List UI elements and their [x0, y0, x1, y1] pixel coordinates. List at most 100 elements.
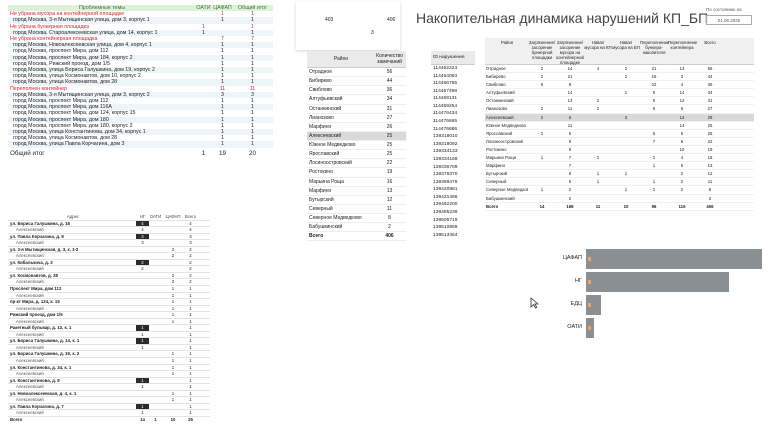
bar-label: ЕДЦ [570, 301, 582, 307]
district-row[interactable]: Останкинский 31 [307, 105, 406, 114]
violation-id-item[interactable]: 139513454 [433, 232, 458, 238]
date-filter[interactable]: По состоянию на 01.06.2025 [706, 7, 752, 25]
detail-value: 5 [652, 130, 656, 136]
cell-value: ул. Новоалексеевская, д. 4, к. 1 [10, 390, 77, 396]
detail-row[interactable]: Северное Медведково 1 2 1 2 2 8 [485, 186, 754, 195]
detail-row[interactable]: Алтуфьевский 14 1 5 14 34 [485, 89, 754, 98]
problem-cafap: 1 [221, 141, 224, 148]
violation-id-item[interactable]: 139318010 [433, 134, 458, 140]
violation-id-item[interactable]: 139485239 [433, 209, 458, 215]
detail-row[interactable]: Лосиноостровский 9 7 6 22 [485, 138, 754, 146]
violation-id-item[interactable]: 139421496 [433, 194, 458, 200]
violation-id-item[interactable]: 114456765 [433, 81, 458, 87]
district-row[interactable]: Ярославский 25 [307, 150, 406, 160]
district-row[interactable]: Бутырский 12 [307, 196, 406, 205]
violation-id-item[interactable]: 114459264 [433, 103, 458, 109]
address-oati [149, 404, 162, 410]
problems-table-header: Проблемные темы ОАТИ ЦАФАП Общий итог [8, 5, 273, 12]
district-row[interactable]: Лианозово 27 [307, 114, 406, 123]
violation-id-item[interactable]: 139379370 [433, 172, 458, 178]
district-row[interactable]: Южное Медведково 25 [307, 141, 406, 151]
detail-row[interactable]: Северный 5 1 1 2 11 [485, 178, 754, 187]
address-total: 2 [184, 253, 197, 259]
detail-row[interactable]: Бабушкинский 2 2 [485, 195, 754, 203]
detail-row[interactable]: Южное Медведково 11 14 25 [485, 122, 754, 130]
problem-total: 1 [251, 17, 254, 24]
address-oati [149, 365, 162, 371]
header-topics: Проблемные темы [78, 5, 126, 11]
detail-row[interactable]: Останкинский 13 1 5 12 31 [485, 97, 754, 106]
detail-row[interactable]: Бутырский 8 1 1 2 12 [485, 170, 754, 179]
detail-row[interactable]: Марфино 7 1 5 13 [485, 162, 754, 171]
violation-id-item[interactable]: 114454063 [433, 73, 458, 79]
violation-id-item[interactable]: 114476434 [433, 111, 458, 117]
detail-value: 14 [567, 90, 573, 96]
detail-row[interactable]: Ярославский 2 5 5 5 25 [485, 130, 754, 138]
violation-id-item[interactable]: 114476686 [433, 126, 458, 132]
problem-group-row: Не убрана контейнерная площадка 7 7 [8, 36, 273, 42]
district-row[interactable]: Марьина Роща 16 [307, 178, 406, 187]
district-row[interactable]: Бибирево 44 [307, 77, 406, 87]
violation-id-item[interactable]: 139334168 [433, 156, 458, 162]
violation-id-item[interactable]: 114457498 [433, 88, 458, 94]
district-name: Бабушкинский [309, 224, 343, 231]
address-cafap [162, 266, 184, 272]
detail-row[interactable]: Лианозово 2 11 2 6 6 27 [485, 105, 754, 114]
violation-id-item[interactable]: 139510859 [433, 225, 458, 231]
address-name: ул. Бориса Галушкина, д. 19, к. 2 [8, 351, 136, 357]
violation-id-item[interactable]: 139505719 [433, 217, 458, 223]
detail-row[interactable]: Алексеевский 2 6 3 14 28 [485, 113, 754, 122]
violation-id-item[interactable]: 139334133 [433, 149, 458, 155]
detail-row[interactable]: Марьина Роща 1 7 2 2 4 16 [485, 154, 754, 163]
address-cafap: 2 [162, 247, 184, 253]
cell-value: 1 [141, 410, 144, 416]
district-row[interactable]: Северный 11 [307, 205, 406, 214]
bar-ЦАФАП[interactable] [586, 249, 762, 269]
district-row[interactable]: Алтуфьевский 34 [307, 95, 406, 105]
cell-value: 1 [136, 325, 149, 331]
district-row[interactable]: Марфино 26 [307, 123, 406, 132]
address-cafap: 2 [162, 279, 184, 285]
violation-id-item[interactable]: 114469131 [433, 96, 458, 102]
detail-row[interactable]: Свиблово 6 8 22 4 36 [485, 81, 754, 90]
district-row[interactable]: Бабушкинский 2 [307, 223, 406, 233]
district-row[interactable]: Алексеевский 25 [307, 131, 406, 141]
problem-cafap: 1 [221, 79, 224, 86]
detail-total-row: Всего 14 168 11 10 96 116 406 [485, 203, 754, 211]
violation-id-item[interactable]: 114452224 [433, 66, 458, 71]
violation-id-item[interactable]: 139420981 [433, 187, 458, 193]
detail-value: 1 [624, 171, 628, 177]
detail-value: 4 [680, 155, 684, 161]
violation-id-item[interactable]: 139336709 [433, 164, 458, 170]
detail-value: 4 [596, 66, 600, 71]
detail-row[interactable]: Ростокино 9 10 19 [485, 146, 754, 155]
kpi-card: 403 406 3 [296, 2, 400, 50]
district-row[interactable]: Марфино 13 [307, 187, 406, 196]
problem-topic: Не убрана мусора на контейнерной площадк… [10, 11, 125, 18]
district-count: 2 [388, 224, 391, 231]
violation-id-item[interactable]: 139318092 [433, 141, 458, 147]
detail-value [612, 146, 640, 153]
detail-total-cell: 10 [623, 203, 629, 209]
violation-id-item[interactable]: 139462200 [433, 202, 458, 208]
district-row[interactable]: Лосиноостровский 22 [307, 159, 406, 169]
district-row[interactable]: Ростокино 19 [307, 168, 406, 178]
problem-address-row: город Москва, проспект Мира, дом 180, ко… [8, 123, 273, 129]
bar-НГ[interactable] [586, 272, 729, 292]
date-filter-value[interactable]: 01.06.2025 [706, 15, 752, 25]
violation-id-item[interactable]: 114476665 [433, 119, 458, 125]
district-row[interactable]: Свиблово 36 [307, 86, 406, 96]
address-total: 1 [184, 332, 197, 338]
detail-row[interactable]: Отрадное 2 14 4 2 21 13 56 [485, 65, 754, 74]
detail-district: Свиблово [486, 82, 506, 88]
address-district-row: Алексеевский 3 3 [8, 240, 210, 247]
detail-total-cell: 14 [539, 203, 545, 209]
detail-value: 2 [568, 195, 572, 201]
bar-ЕДЦ[interactable] [586, 295, 601, 315]
district-row[interactable]: Северное Медведково 8 [307, 214, 406, 224]
detail-row[interactable]: Бибирево 2 21 2 16 3 44 [485, 73, 754, 82]
district-row[interactable]: Отрадное 56 [307, 68, 406, 78]
detail-value: 36 [707, 82, 713, 88]
district-name: Лосиноостровский [309, 160, 352, 167]
violation-id-item[interactable]: 139399476 [433, 179, 458, 185]
